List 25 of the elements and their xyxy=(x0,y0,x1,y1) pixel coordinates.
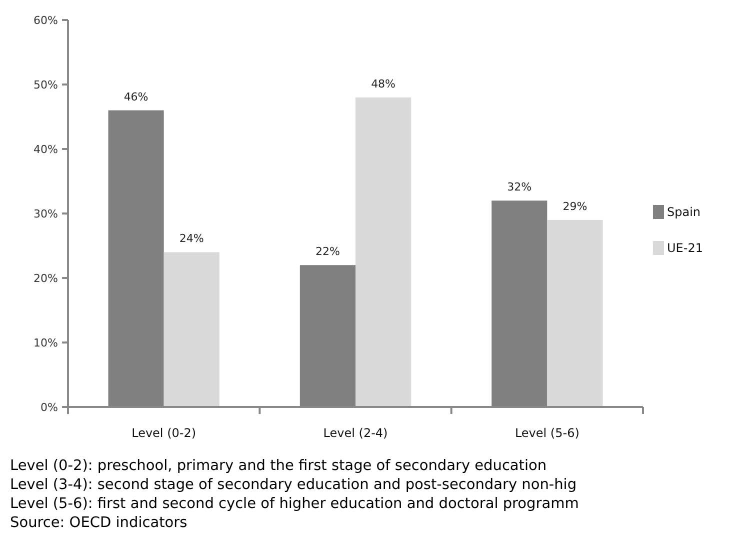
data-label: 48% xyxy=(371,77,396,90)
x-tick-label: Level (5-6) xyxy=(514,426,580,440)
bar xyxy=(547,220,603,407)
data-label: 32% xyxy=(507,180,532,194)
y-tick-label: 40% xyxy=(34,142,58,156)
text: Level (5-6): first and second cycle of higher education and doctoral programm xyxy=(10,496,579,512)
legend-label: UE-21 xyxy=(667,241,703,256)
y-tick-label: 20% xyxy=(34,272,58,285)
data-label: 22% xyxy=(315,245,340,258)
data-label: 46% xyxy=(124,90,148,104)
y-tick-label: 30% xyxy=(34,207,58,220)
data-label: 24% xyxy=(179,232,204,246)
legend-label: Spain xyxy=(667,205,701,220)
data-label: 29% xyxy=(562,200,588,213)
y-tick-label: 50% xyxy=(34,78,58,92)
bar xyxy=(164,252,220,407)
y-tick-label: 0% xyxy=(40,400,58,414)
text: Level (0-2): preschool, primary and the first stage of secondary education xyxy=(10,458,547,474)
source-note: Source: OECD indicators xyxy=(10,515,188,531)
y-tick-label: 10% xyxy=(34,336,58,350)
x-tick-label: Level (2-4) xyxy=(323,426,388,440)
y-tick-label: 60% xyxy=(34,14,58,27)
bar xyxy=(356,97,412,407)
text: Level (3-4): second stage of secondary education and post-secondary non-hig xyxy=(10,477,577,493)
x-tick-label: Level (0-2) xyxy=(132,426,196,440)
